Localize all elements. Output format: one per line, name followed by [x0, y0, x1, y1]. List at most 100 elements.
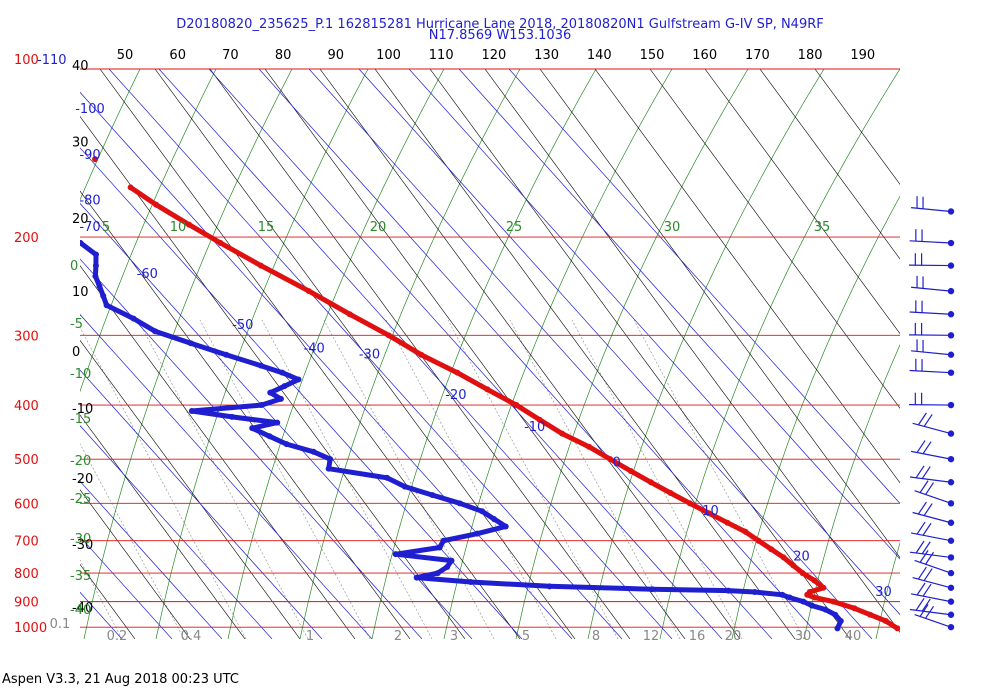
temperature-point — [257, 262, 264, 269]
pressure-tick-label: 800 — [14, 567, 39, 582]
wind-barb — [909, 392, 955, 409]
mixing-ratio-label: 16 — [689, 629, 706, 644]
mixing-ratio-line — [509, 319, 681, 639]
temperature-point — [799, 570, 806, 577]
dewpoint-point — [223, 351, 230, 358]
dry-adiabat-line — [264, 69, 686, 639]
wind-barb-feather — [921, 598, 931, 612]
mixing-ratio-label: 5 — [522, 629, 530, 644]
dry-adiabat-line — [649, 69, 900, 409]
dewpoint-point — [96, 283, 103, 290]
grid-layer — [0, 68, 955, 639]
moist-adiabat-line — [80, 69, 217, 393]
top-axis-tick-label: 140 — [587, 48, 612, 63]
temperature-point — [559, 430, 566, 437]
temperature-point — [724, 519, 731, 526]
dewpoint-point — [546, 583, 553, 590]
wind-barb — [910, 196, 955, 215]
dry-adiabat-line — [80, 489, 191, 639]
wind-barb-feather — [915, 540, 925, 554]
mixing-ratio-label: 20 — [725, 629, 742, 644]
pressure-top-label: 100 — [14, 53, 39, 68]
temperature-point — [830, 598, 837, 605]
moist-adiabat-line — [731, 195, 900, 639]
wind-barb — [910, 339, 955, 358]
wind-barb — [914, 480, 955, 507]
theta-left-label: 0 — [70, 259, 78, 274]
theta-e-label: 35 — [814, 220, 831, 235]
isotherm-label: 0 — [612, 455, 620, 470]
wind-barb-feather — [916, 582, 926, 596]
top-axis-tick-label: 160 — [692, 48, 717, 63]
dewpoint-point — [808, 602, 815, 609]
mixing-ratio-line — [137, 319, 309, 639]
temperature-point — [686, 500, 693, 507]
wind-barb — [914, 604, 955, 631]
wind-barb-feather — [915, 597, 925, 611]
dry-adiabat-line — [429, 69, 851, 639]
isotherm-line — [80, 480, 223, 639]
pressure-tick-label: 700 — [14, 535, 39, 550]
wind-barb-staff — [909, 240, 952, 244]
isotherm-line — [0, 69, 72, 639]
wind-barb-feather — [919, 550, 929, 563]
temperature-point — [811, 577, 818, 584]
wind-barb-feather — [922, 583, 932, 597]
temperature-point — [882, 618, 889, 625]
moist-adiabat-line — [299, 69, 521, 639]
moist-adiabat-line — [875, 541, 900, 639]
mixing-ratio-line — [385, 319, 557, 639]
theta-left-label: -15 — [70, 412, 91, 427]
left-axis-tick-label: 0 — [72, 345, 80, 360]
isotherm-label: -40 — [304, 341, 325, 356]
dewpoint-point — [277, 395, 284, 402]
mixing-ratio-line — [447, 319, 619, 639]
dewpoint-point — [467, 579, 474, 586]
wind-barb-feather — [922, 522, 932, 536]
wind-barb — [909, 465, 955, 486]
wind-barb-staff — [909, 369, 952, 374]
wind-barb-staff — [909, 311, 952, 315]
dewpoint-point — [832, 611, 839, 618]
dewpoint-point — [266, 433, 273, 440]
mixing-ratio-label: 12 — [643, 629, 660, 644]
left-axis-tick-label: 10 — [72, 285, 89, 300]
temperature-point — [894, 625, 900, 632]
moist-adiabat-line — [515, 69, 749, 639]
wind-barb — [909, 300, 955, 318]
dry-adiabat-line — [80, 339, 301, 639]
top-axis-tick-label: 120 — [481, 48, 506, 63]
top-axis-blue-label: -110 — [37, 53, 67, 68]
mixing-ratio-label: 3 — [450, 629, 458, 644]
mixing-ratio-line — [80, 443, 185, 639]
isotherm-label: -80 — [79, 194, 100, 209]
temperature-point — [186, 221, 193, 228]
theta-e-label: 15 — [258, 220, 275, 235]
dewpoint-point — [279, 369, 286, 376]
temperature-point — [851, 605, 858, 612]
wind-barb — [910, 521, 955, 544]
dry-adiabat-line — [80, 414, 246, 639]
isotherm-line — [80, 369, 323, 639]
wind-barb-staff — [910, 593, 952, 603]
wind-barb-staff — [910, 532, 952, 542]
temperature-point — [385, 332, 392, 339]
dry-adiabat-line — [80, 638, 81, 639]
left-axis-tick-label: 20 — [72, 212, 89, 227]
wind-barb-feather — [921, 466, 931, 479]
chart-title-line2: N17.8569 W153.1036 — [429, 28, 572, 43]
wind-barb — [912, 412, 955, 437]
dewpoint-point — [93, 251, 100, 258]
dry-adiabat-line — [539, 69, 900, 559]
dewpoint-point — [103, 302, 110, 309]
wind-barb — [912, 501, 955, 526]
dewpoint-point — [479, 508, 486, 515]
wind-barb-feather — [916, 521, 926, 535]
isotherm-line — [80, 314, 373, 639]
dewpoint-point — [786, 594, 793, 601]
dewpoint-point — [310, 448, 317, 455]
wind-barb — [909, 597, 955, 618]
mixing-ratio-line — [261, 319, 433, 639]
